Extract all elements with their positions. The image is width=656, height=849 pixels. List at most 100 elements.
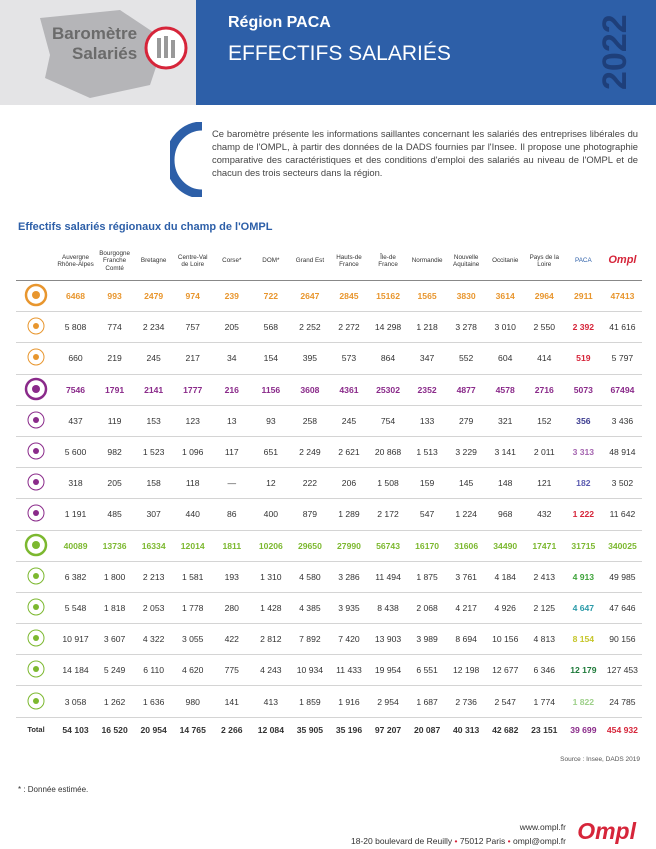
cell: 974 bbox=[173, 280, 213, 313]
cell: 153 bbox=[134, 405, 174, 437]
cell: 3 055 bbox=[173, 623, 213, 656]
cell: 14 298 bbox=[368, 311, 408, 344]
cell: 258 bbox=[290, 405, 330, 437]
logo-bar bbox=[157, 38, 161, 58]
cell: 6 551 bbox=[407, 654, 447, 687]
footer-web: www.ompl.fr bbox=[519, 822, 566, 832]
cell: 2 213 bbox=[134, 561, 174, 593]
cell: 16334 bbox=[134, 530, 174, 562]
cell: 3 229 bbox=[446, 436, 486, 469]
cell: 1 774 bbox=[524, 685, 564, 718]
cell: 7 892 bbox=[290, 623, 330, 656]
cell: 152 bbox=[524, 405, 564, 437]
cell: 2 249 bbox=[290, 436, 330, 469]
cell: 29650 bbox=[290, 530, 330, 562]
table-row: 6468 993 2479 974 239 722 2647 2845 15162 1565 383… bbox=[16, 280, 642, 313]
column-header: Occitanie bbox=[485, 242, 525, 281]
cell: 15162 bbox=[368, 280, 408, 313]
cell: 3 935 bbox=[329, 592, 369, 625]
cell: 280 bbox=[212, 592, 252, 625]
cell: 3 278 bbox=[446, 311, 486, 344]
row-icon bbox=[27, 567, 45, 585]
cell: 1 218 bbox=[407, 311, 447, 344]
icon-cell bbox=[16, 405, 56, 437]
cell: 2 812 bbox=[251, 623, 291, 656]
cell: 2 172 bbox=[368, 498, 408, 531]
cell: 3830 bbox=[446, 280, 486, 313]
cell: 454 932 bbox=[602, 716, 642, 742]
cell: 205 bbox=[212, 311, 252, 344]
column-header: Centre-Val de Loire bbox=[173, 242, 213, 281]
cell: 1777 bbox=[173, 374, 213, 406]
cell: 20 954 bbox=[134, 716, 174, 742]
cell: 20 868 bbox=[368, 436, 408, 469]
cell: 40089 bbox=[56, 530, 96, 562]
cell: 1 581 bbox=[173, 561, 213, 593]
column-header: Corse* bbox=[212, 242, 252, 281]
cell: 414 bbox=[524, 342, 564, 375]
row-icon bbox=[27, 473, 45, 491]
cell: 54 103 bbox=[56, 716, 96, 742]
cell: 1 636 bbox=[134, 685, 174, 718]
cell: 307 bbox=[134, 498, 174, 531]
cell: 568 bbox=[251, 311, 291, 344]
cell: 16 520 bbox=[95, 716, 135, 742]
icon-cell bbox=[16, 342, 56, 375]
cell: 2479 bbox=[134, 280, 174, 313]
cell: 12 198 bbox=[446, 654, 486, 687]
cell: 879 bbox=[290, 498, 330, 531]
cell: 3 286 bbox=[329, 561, 369, 593]
header-cell bbox=[16, 242, 56, 281]
cell: 4361 bbox=[329, 374, 369, 406]
cell: 2352 bbox=[407, 374, 447, 406]
cell: 1 310 bbox=[251, 561, 291, 593]
cell: 23 151 bbox=[524, 716, 564, 742]
cell: 651 bbox=[251, 436, 291, 469]
cell: 127 453 bbox=[602, 654, 642, 687]
cell: 347 bbox=[407, 342, 447, 375]
cell: 1 687 bbox=[407, 685, 447, 718]
column-header: Ompl bbox=[602, 242, 642, 281]
row-icon bbox=[27, 348, 45, 366]
cell: 19 954 bbox=[368, 654, 408, 687]
cell: 39 699 bbox=[563, 716, 603, 742]
cell: 41 616 bbox=[602, 311, 642, 344]
cell: 1 096 bbox=[173, 436, 213, 469]
total-row: Total 54 103 16 520 20 954 14 765 2 266 12 084… bbox=[16, 716, 642, 742]
icon-cell bbox=[16, 374, 56, 406]
map-shape bbox=[40, 10, 165, 98]
cell: 1 262 bbox=[95, 685, 135, 718]
cell: 7546 bbox=[56, 374, 96, 406]
cell: 34 bbox=[212, 342, 252, 375]
cell: 1 822 bbox=[563, 685, 603, 718]
column-header: Bourgogne Franche Comté bbox=[95, 242, 135, 281]
arc bbox=[170, 122, 203, 197]
cell: 25302 bbox=[368, 374, 408, 406]
cell: 2 053 bbox=[134, 592, 174, 625]
cell: 573 bbox=[329, 342, 369, 375]
cell: 216 bbox=[212, 374, 252, 406]
table-row: 14 184 5 249 6 110 4 620 775 4 243 10 934 11 43… bbox=[16, 654, 642, 687]
table-row: 5 548 1 818 2 053 1 778 280 1 428 4 385 3 935 8 … bbox=[16, 592, 642, 625]
icon-cell bbox=[16, 498, 56, 531]
city: 75012 Paris bbox=[459, 836, 506, 846]
cell: 774 bbox=[95, 311, 135, 344]
icon-cell bbox=[16, 592, 56, 625]
cell: 413 bbox=[251, 685, 291, 718]
table-row: 5 600 982 1 523 1 096 117 651 2 249 2 621 20 868… bbox=[16, 436, 642, 469]
cell: 206 bbox=[329, 467, 369, 500]
cell: 154 bbox=[251, 342, 291, 375]
cell: 4 184 bbox=[485, 561, 525, 593]
cell: 42 682 bbox=[485, 716, 525, 742]
table-row: 7546 1791 2141 1777 216 1156 3608 4361 25302 2352… bbox=[16, 374, 642, 406]
cell: 4 926 bbox=[485, 592, 525, 625]
cell: 12 084 bbox=[251, 716, 291, 742]
footer-address: 18-20 boulevard de Reuilly • 75012 Paris… bbox=[351, 836, 566, 846]
cell: 121 bbox=[524, 467, 564, 500]
cell: 340025 bbox=[602, 530, 642, 562]
footnote: * : Donnée estimée. bbox=[18, 785, 89, 794]
row-icon bbox=[27, 504, 45, 522]
icon-cell bbox=[16, 530, 56, 562]
cell: 35 905 bbox=[290, 716, 330, 742]
